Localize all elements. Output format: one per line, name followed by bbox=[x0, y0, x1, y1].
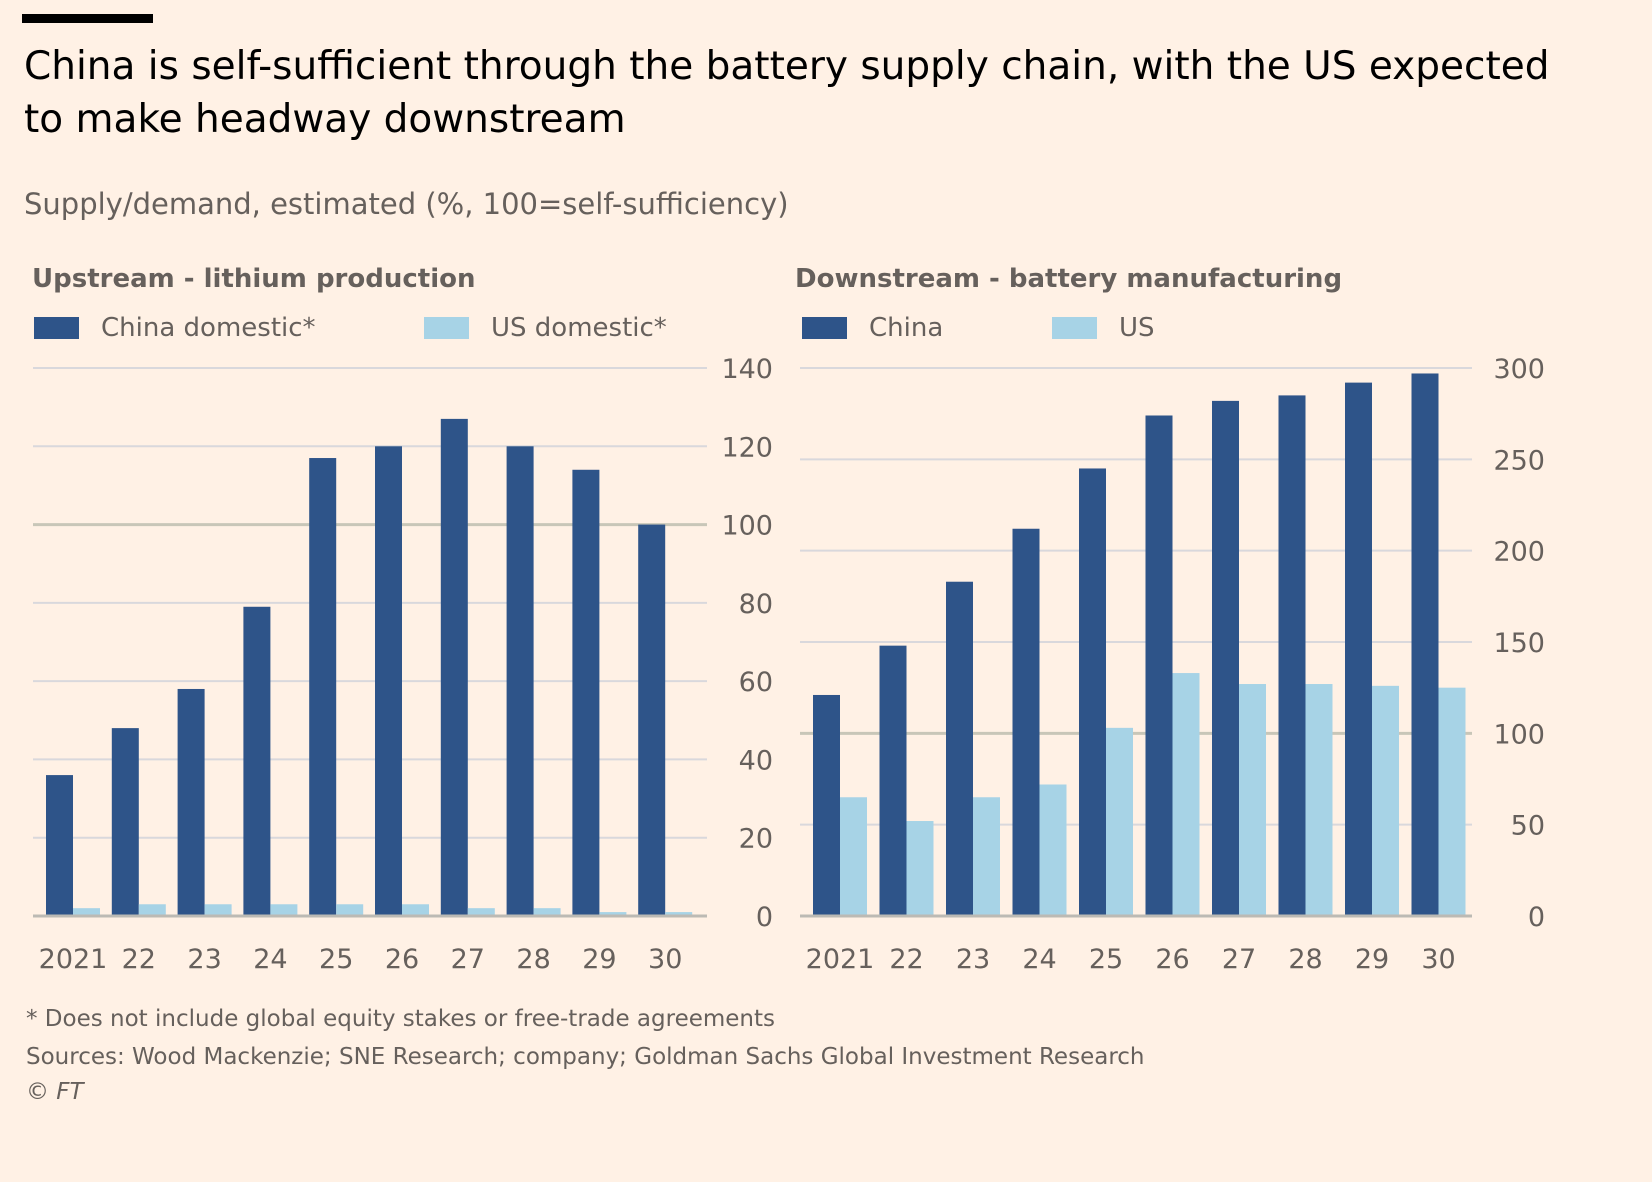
downstream-y-tick-label: 250 bbox=[1493, 445, 1545, 476]
downstream-bar-china bbox=[1278, 395, 1306, 916]
downstream-y-tick-label: 100 bbox=[1493, 719, 1545, 750]
upstream-y-tick-label: 140 bbox=[721, 354, 773, 385]
downstream-bar-us bbox=[906, 821, 934, 916]
downstream-bar-us bbox=[1039, 784, 1067, 916]
downstream-y-tick-label: 200 bbox=[1493, 537, 1545, 568]
upstream-y-tick-label: 100 bbox=[721, 511, 773, 542]
legend-swatch-us bbox=[1052, 317, 1097, 339]
downstream-y-tick-label: 0 bbox=[1528, 902, 1545, 933]
upstream-bar-china bbox=[243, 606, 271, 916]
panel-title-upstream: Upstream - lithium production bbox=[32, 264, 476, 294]
upstream-bar-us bbox=[533, 908, 561, 916]
downstream-x-tick-label: 27 bbox=[1222, 944, 1256, 975]
upstream-bar-china bbox=[309, 458, 337, 916]
downstream-bar-china bbox=[1212, 400, 1239, 916]
upstream-y-tick-label: 60 bbox=[739, 667, 773, 698]
upstream-bar-us bbox=[665, 912, 693, 916]
downstream-y-tick-label: 150 bbox=[1493, 628, 1545, 659]
upstream-x-tick-label: 22 bbox=[122, 944, 156, 975]
upstream-x-tick-label: 26 bbox=[385, 944, 419, 975]
upstream-y-tick-label: 20 bbox=[739, 824, 773, 855]
upstream-bar-us bbox=[467, 908, 495, 916]
downstream-bar-china bbox=[1145, 415, 1173, 916]
downstream-x-tick-label: 28 bbox=[1288, 944, 1322, 975]
upstream-bar-china bbox=[638, 524, 666, 916]
upstream-x-tick-label: 2021 bbox=[39, 944, 108, 975]
upstream-x-tick-label: 23 bbox=[187, 944, 221, 975]
downstream-bar-us bbox=[973, 797, 1000, 916]
legend-label-china: China bbox=[869, 313, 944, 343]
upstream-bar-us bbox=[204, 904, 232, 916]
downstream-bar-china bbox=[1079, 468, 1106, 916]
upstream-y-tick-label: 80 bbox=[739, 589, 773, 620]
downstream-x-tick-label: 30 bbox=[1421, 944, 1455, 975]
downstream-y-tick-label: 300 bbox=[1493, 354, 1545, 385]
downstream-x-tick-label: 26 bbox=[1155, 944, 1189, 975]
legend-item-us: US bbox=[1052, 310, 1155, 346]
upstream-bar-us bbox=[270, 904, 298, 916]
downstream-bar-us bbox=[1372, 685, 1399, 916]
upstream-bar-china bbox=[440, 418, 468, 916]
downstream-bar-china bbox=[1345, 382, 1372, 916]
downstream-x-tick-label: 24 bbox=[1022, 944, 1056, 975]
downstream-bar-us bbox=[1305, 684, 1333, 916]
footnote-sources: Sources: Wood Mackenzie; SNE Research; c… bbox=[26, 1044, 1145, 1070]
upstream-bar-china bbox=[506, 446, 534, 916]
upstream-x-tick-label: 29 bbox=[582, 944, 616, 975]
upstream-y-tick-label: 0 bbox=[756, 902, 773, 933]
downstream-bar-china bbox=[946, 581, 973, 916]
downstream-x-tick-label: 23 bbox=[956, 944, 990, 975]
downstream-bar-china bbox=[1411, 373, 1439, 917]
downstream-bar-us bbox=[1438, 687, 1466, 916]
legend-item-china: China bbox=[802, 310, 943, 346]
downstream-bar-us bbox=[1172, 673, 1200, 916]
downstream-bar-us bbox=[1106, 727, 1133, 916]
legend-swatch-china bbox=[802, 317, 847, 339]
legend-item-us-domestic: US domestic* bbox=[424, 310, 667, 346]
downstream-bar-us bbox=[840, 797, 867, 916]
upstream-bar-china bbox=[46, 775, 73, 916]
downstream-bar-us bbox=[1239, 684, 1266, 916]
downstream-bar-china bbox=[813, 694, 840, 916]
legend-swatch-us-domestic bbox=[424, 317, 469, 339]
chart-subtitle: Supply/demand, estimated (%, 100=self-su… bbox=[24, 187, 789, 221]
downstream-bar-china bbox=[1012, 528, 1040, 916]
upstream-bar-china bbox=[572, 469, 600, 916]
legend-label-us: US bbox=[1119, 313, 1155, 343]
upstream-x-tick-label: 27 bbox=[451, 944, 485, 975]
footnote-note: * Does not include global equity stakes … bbox=[26, 1006, 776, 1032]
downstream-x-tick-label: 2021 bbox=[806, 944, 875, 975]
panel-title-downstream: Downstream - battery manufacturing bbox=[795, 264, 1343, 294]
footnote-credit: © FT bbox=[26, 1079, 84, 1105]
chart-title: China is self-sufficient through the bat… bbox=[24, 44, 1550, 142]
upstream-y-tick-label: 40 bbox=[739, 745, 773, 776]
upstream-x-tick-label: 25 bbox=[319, 944, 353, 975]
legend-label-us-domestic: US domestic* bbox=[491, 313, 667, 343]
downstream-bar-china bbox=[879, 645, 907, 916]
upstream-x-tick-label: 28 bbox=[516, 944, 550, 975]
upstream-bar-us bbox=[599, 912, 627, 916]
downstream-x-tick-label: 22 bbox=[889, 944, 923, 975]
upstream-x-tick-label: 30 bbox=[648, 944, 682, 975]
upstream-bar-us bbox=[336, 904, 364, 916]
legend-label-china-domestic: China domestic* bbox=[101, 313, 316, 343]
upstream-bar-china bbox=[111, 728, 139, 916]
upstream-bar-us bbox=[402, 904, 429, 916]
upstream-bar-china bbox=[177, 688, 205, 916]
downstream-y-tick-label: 50 bbox=[1511, 811, 1545, 842]
upstream-y-tick-label: 120 bbox=[721, 432, 773, 463]
upstream-bar-china bbox=[375, 446, 402, 916]
downstream-x-tick-label: 29 bbox=[1355, 944, 1389, 975]
downstream-x-tick-label: 25 bbox=[1089, 944, 1123, 975]
upstream-bar-us bbox=[73, 908, 100, 916]
upstream-bar-us bbox=[138, 904, 166, 916]
upstream-x-tick-label: 24 bbox=[253, 944, 287, 975]
header-rule bbox=[22, 14, 153, 23]
legend-swatch-china-domestic bbox=[34, 317, 79, 339]
legend-item-china-domestic: China domestic* bbox=[34, 310, 316, 346]
